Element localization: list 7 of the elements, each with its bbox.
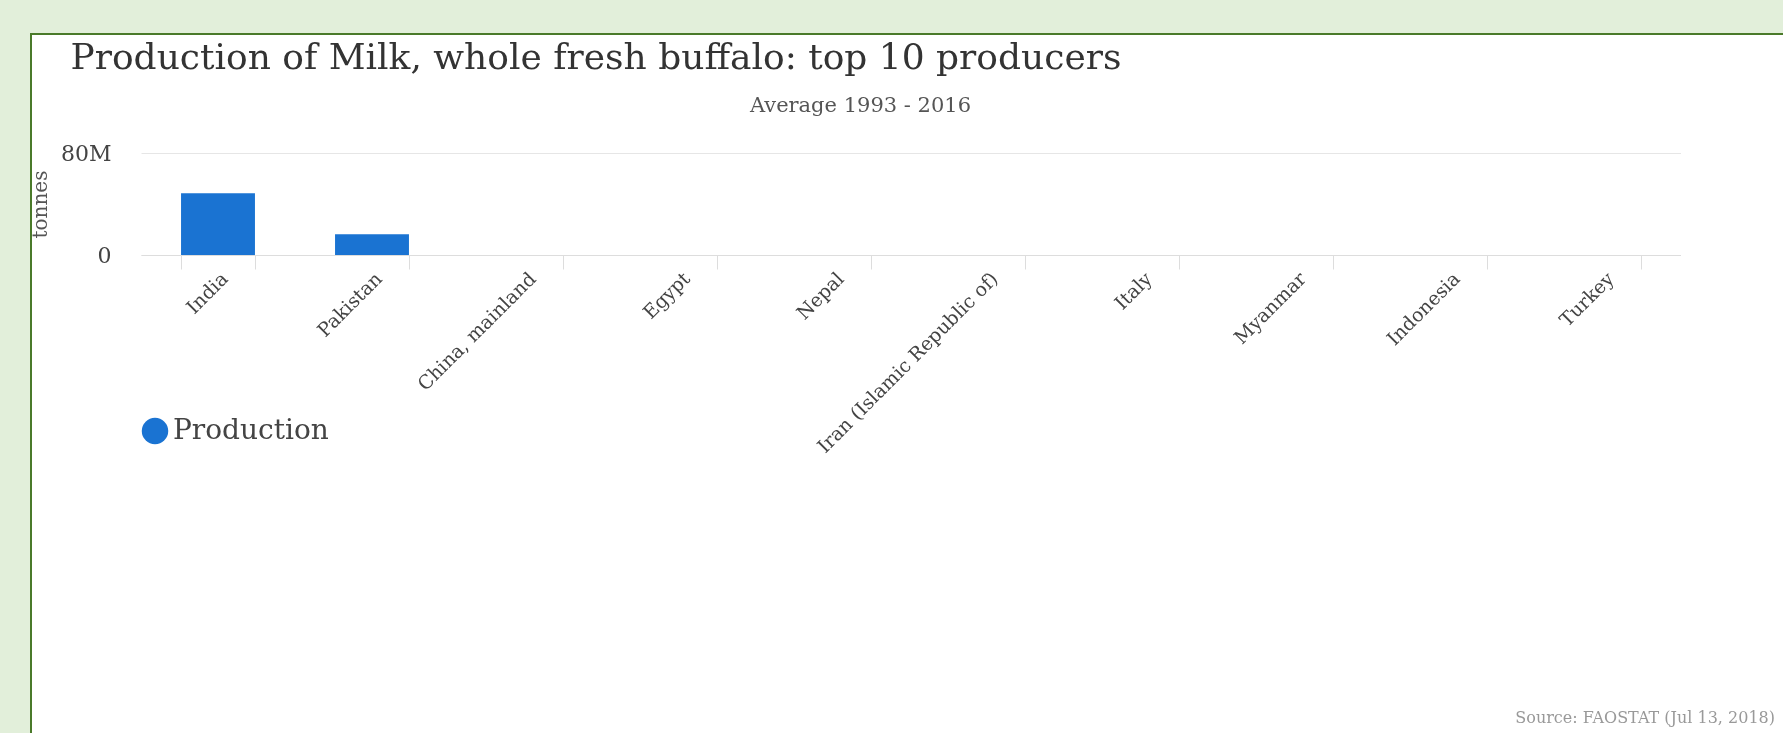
- y-axis-title: tonnes: [27, 170, 52, 239]
- chart-subtitle: Average 1993 - 2016: [748, 93, 971, 117]
- legend-label: Production: [173, 413, 329, 446]
- y-tick-label: 80M: [60, 140, 112, 166]
- chart-title: Production of Milk, whole fresh buffalo: top 10 producers: [70, 36, 1122, 77]
- y-tick-label: 0: [97, 242, 112, 268]
- source-note: Source: FAOSTAT (Jul 13, 2018): [1515, 708, 1775, 727]
